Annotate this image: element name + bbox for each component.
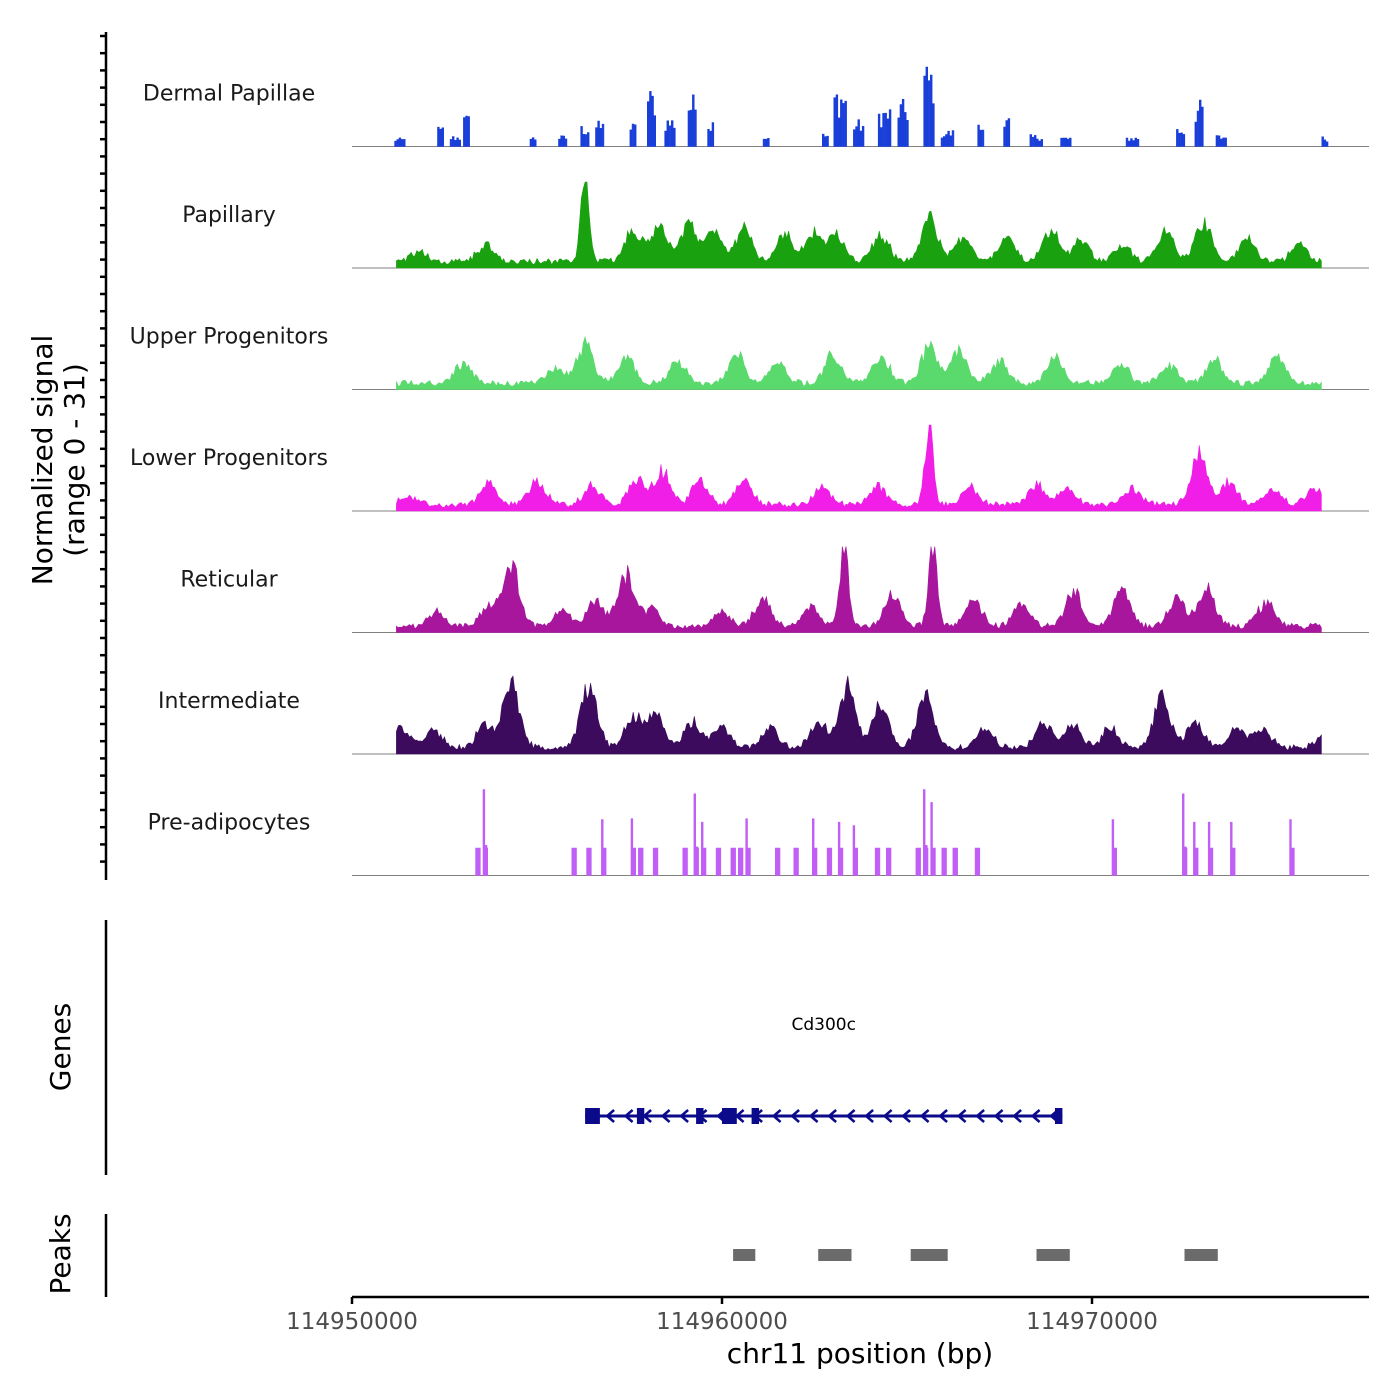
strand-arrow [882, 1109, 893, 1123]
peak-region [1036, 1249, 1070, 1261]
exon [751, 1108, 759, 1124]
coverage-tracks: Dermal Papillae Papillary Upper Progenitor… [130, 66, 1369, 876]
strand-arrow [1030, 1109, 1041, 1123]
strand-arrow [845, 1109, 856, 1123]
strand-arrow [623, 1109, 634, 1123]
peak-track [733, 1249, 1218, 1261]
track-pre-adipocytes: Pre-adipocytes [148, 789, 1369, 876]
coverage-area [394, 66, 1329, 147]
x-axis-ticks: 114950000 114960000 114970000 [286, 1297, 1158, 1335]
strand-arrow [771, 1109, 782, 1123]
strand-arrow [660, 1109, 671, 1123]
peaks-track-label: Peaks [44, 1213, 77, 1294]
track-intermediate: Intermediate [158, 675, 1369, 755]
exon [1055, 1108, 1063, 1124]
exon [585, 1108, 600, 1124]
x-tick-label: 114960000 [656, 1309, 788, 1335]
strand-arrow [827, 1109, 837, 1123]
x-axis-label: chr11 position (bp) [727, 1337, 993, 1370]
track-label: Intermediate [158, 689, 300, 714]
coverage-area [396, 675, 1322, 755]
strand-arrow [901, 1109, 911, 1123]
coverage-area [475, 789, 1295, 876]
track-dermal-papillae: Dermal Papillae [143, 66, 1369, 147]
y-axis-label-line1: Normalized signal [26, 335, 59, 586]
strand-arrow [679, 1109, 689, 1123]
x-tick-label: 114970000 [1026, 1309, 1158, 1335]
strand-arrow [938, 1109, 948, 1123]
track-reticular: Reticular [180, 546, 1369, 633]
coverage-area [396, 424, 1322, 512]
exon [722, 1108, 737, 1124]
strand-arrow [993, 1109, 1004, 1123]
strand-arrow [956, 1109, 967, 1123]
strand-arrow [919, 1109, 930, 1123]
gene-name-label: Cd300c [792, 1015, 856, 1035]
strand-arrow [808, 1109, 819, 1123]
track-label: Upper Progenitors [130, 325, 329, 350]
peak-region [1184, 1249, 1218, 1261]
gene-track: Cd300c [585, 1015, 1063, 1124]
track-papillary: Papillary [182, 181, 1369, 269]
strand-arrow [1012, 1109, 1022, 1123]
coverage-area [396, 181, 1322, 269]
track-upper-progenitors: Upper Progenitors [130, 325, 1369, 390]
track-label: Dermal Papillae [143, 82, 315, 107]
track-label: Pre-adipocytes [148, 811, 311, 836]
strand-arrow [975, 1109, 985, 1123]
exon [636, 1108, 645, 1124]
track-label: Papillary [182, 203, 276, 228]
coverage-area [396, 546, 1322, 633]
strand-arrow [790, 1109, 800, 1123]
strand-arrow [864, 1109, 874, 1123]
coverage-area [396, 335, 1322, 390]
exon [696, 1108, 704, 1124]
y-axis-label-line2: (range 0 - 31) [58, 363, 91, 557]
x-tick-label: 114950000 [286, 1309, 418, 1335]
peak-region [910, 1249, 948, 1261]
coverage-y-ticks [100, 34, 106, 863]
track-lower-progenitors: Lower Progenitors [130, 424, 1369, 512]
genes-track-label: Genes [44, 1003, 77, 1091]
track-label: Lower Progenitors [130, 446, 328, 471]
track-label: Reticular [180, 568, 278, 593]
strand-arrow [605, 1109, 615, 1123]
peak-region [818, 1249, 852, 1261]
peak-region [733, 1249, 756, 1261]
